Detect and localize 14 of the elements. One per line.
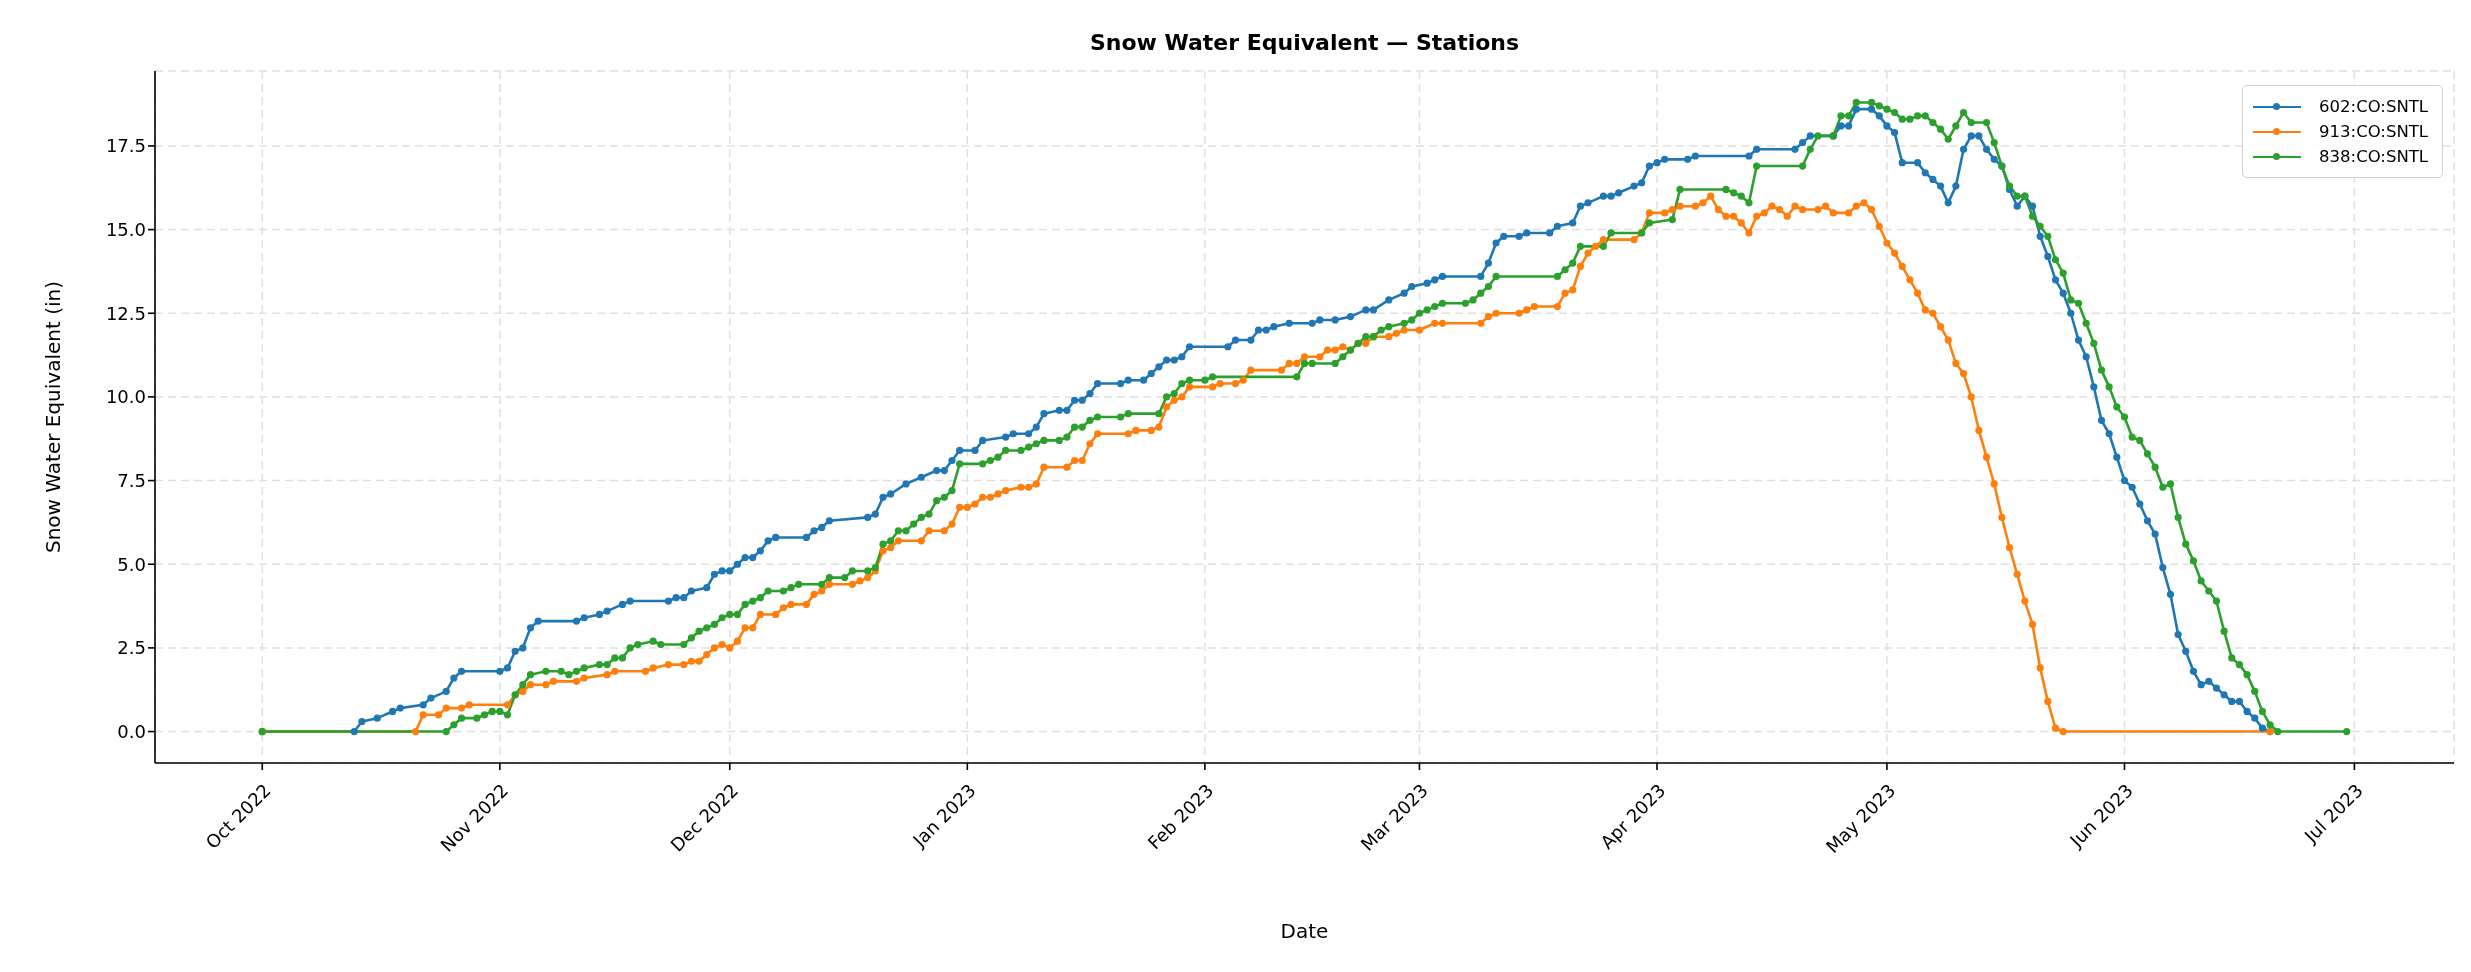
y-tick-label: 10.0 [105,386,146,408]
chart-title: Snow Water Equivalent — Stations [1088,30,1521,55]
y-tick-label: 0.0 [117,720,146,742]
legend-label: 838:CO:SNTL [2319,146,2428,168]
y-tick-label: 7.5 [117,469,146,491]
x-axis-title: Date [1280,919,1329,943]
legend-label: 602:CO:SNTL [2319,96,2428,118]
legend-label: 913:CO:SNTL [2319,121,2428,143]
y-axis-title: Snow Water Equivalent (in) [41,280,66,554]
y-tick-label: 17.5 [105,135,146,157]
y-tick-label: 2.5 [117,637,146,659]
y-tick-label: 12.5 [105,302,146,324]
y-tick-label: 5.0 [117,553,146,575]
y-tick-label: 15.0 [105,219,146,240]
